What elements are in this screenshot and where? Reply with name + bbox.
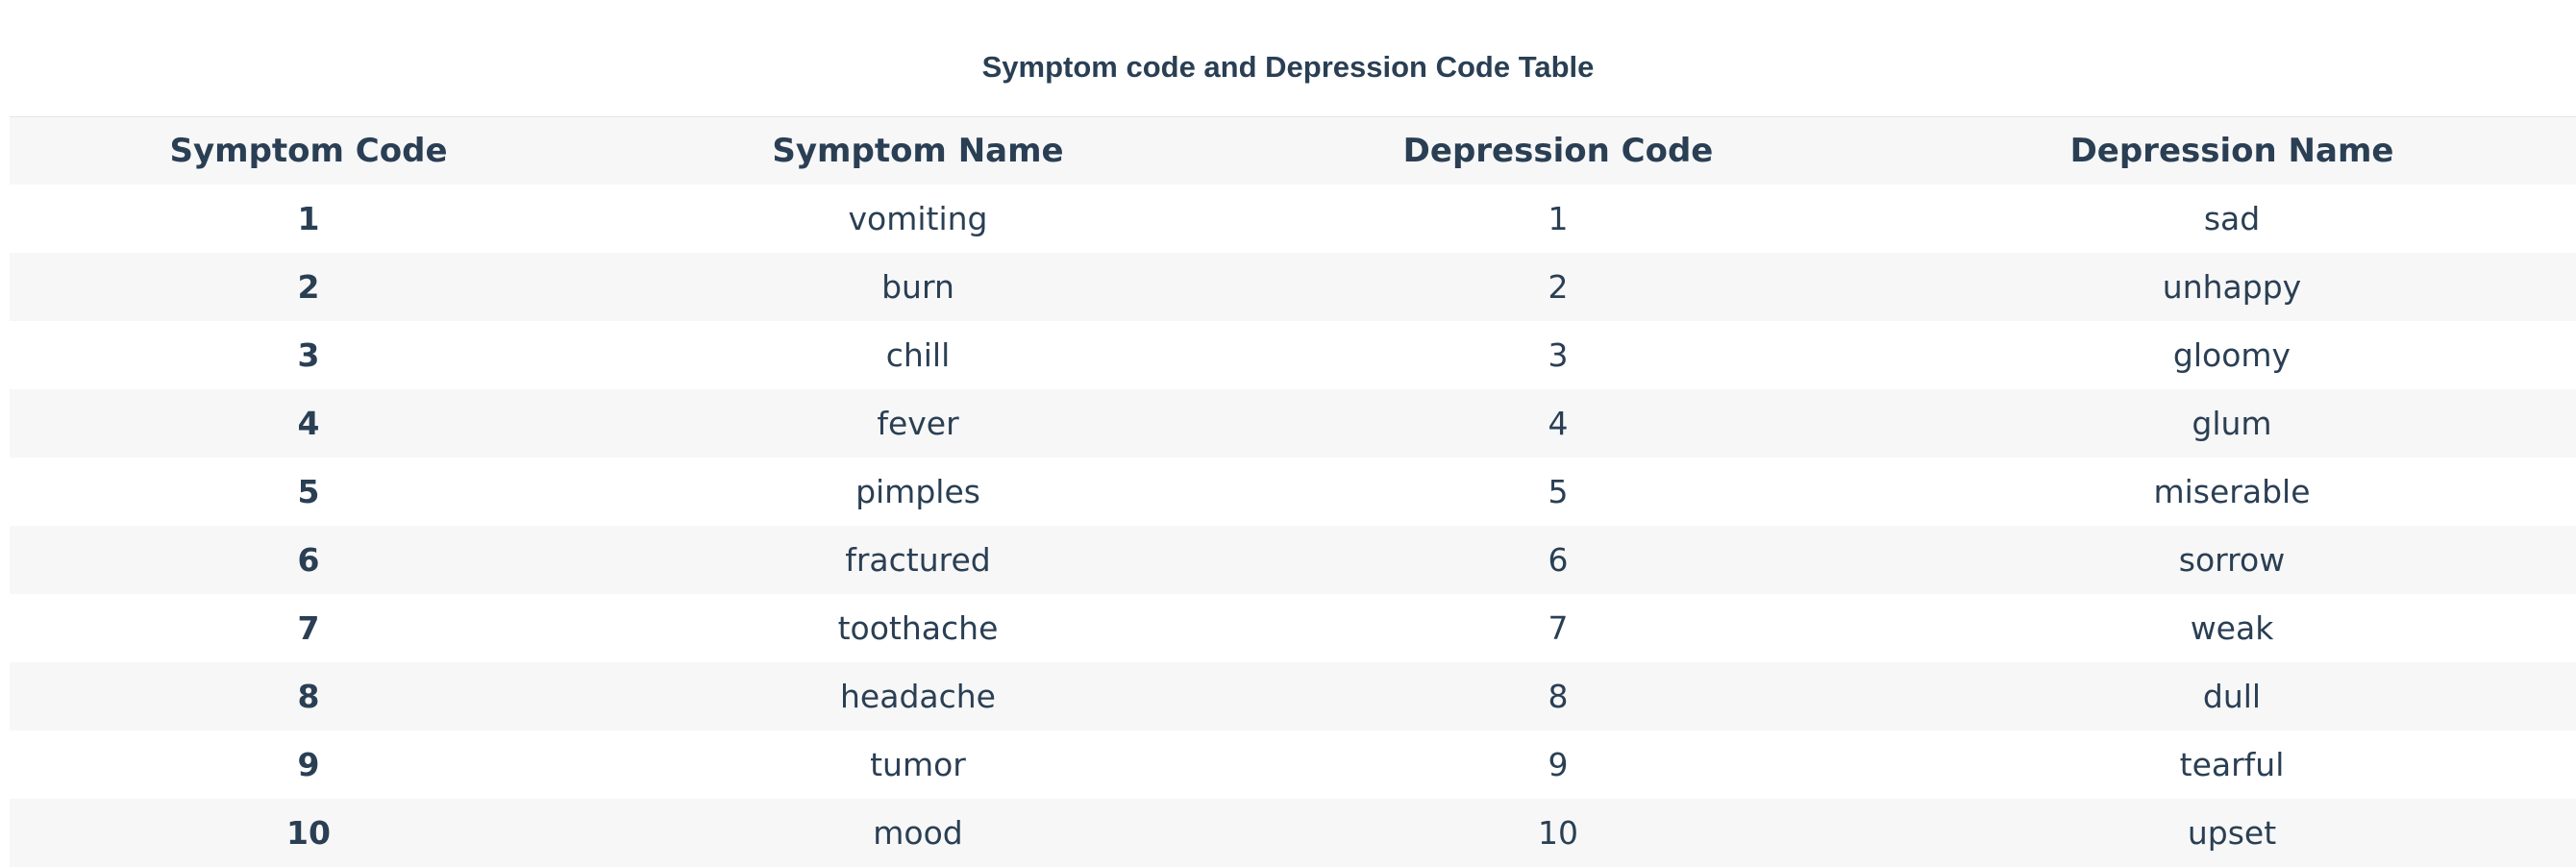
table-header-row: Symptom Code Symptom Name Depression Cod… [10,116,2576,185]
symptom-name-cell: chill [885,336,951,374]
symptom-name-cell: tumor [870,746,966,783]
table-row: 10 mood 10 upset [10,799,2576,867]
symptom-code-cell: 6 [297,541,320,579]
symptom-name-cell: vomiting [848,200,988,237]
symptom-depression-table: Symptom Code Symptom Name Depression Cod… [10,116,2576,867]
symptom-code-cell: 5 [297,473,320,510]
header-symptom-name: Symptom Name [772,132,1064,170]
depression-name-cell: sad [2203,200,2261,237]
header-depression-name: Depression Name [2069,132,2394,170]
depression-code-cell: 1 [1548,200,1569,237]
depression-code-cell: 5 [1548,473,1569,510]
table-row: 3 chill 3 gloomy [10,321,2576,389]
table-row: 4 fever 4 glum [10,389,2576,458]
depression-name-cell: unhappy [2162,268,2302,306]
depression-code-cell: 3 [1548,336,1569,374]
depression-name-cell: dull [2202,678,2262,715]
table-header: Symptom Code Symptom Name Depression Cod… [10,116,2576,185]
symptom-name-cell: mood [873,814,963,852]
table-row: 5 pimples 5 miserable [10,458,2576,526]
symptom-code-cell: 2 [297,268,320,306]
depression-name-cell: sorrow [2178,541,2286,579]
page-title: Symptom code and Depression Code Table [981,50,1595,84]
table-row: 6 fractured 6 sorrow [10,526,2576,594]
symptom-name-cell: pimples [855,473,980,510]
symptom-code-cell: 1 [297,200,320,237]
table-row: 2 burn 2 unhappy [10,253,2576,321]
depression-name-cell: weak [2190,609,2274,647]
depression-code-cell: 10 [1538,814,1578,852]
symptom-code-cell: 3 [297,336,320,374]
symptom-code-cell: 10 [286,814,331,852]
symptom-depression-table-container: Symptom Code Symptom Name Depression Cod… [10,116,2576,867]
symptom-name-cell: headache [840,678,996,715]
depression-name-cell: gloomy [2172,336,2291,374]
symptom-name-cell: burn [881,268,954,306]
table-row: 1 vomiting 1 sad [10,185,2576,253]
symptom-code-cell: 4 [297,405,320,442]
symptom-code-cell: 7 [297,609,320,647]
symptom-code-cell: 9 [297,746,320,783]
depression-code-cell: 2 [1548,268,1569,306]
header-depression-code: Depression Code [1402,132,1714,170]
depression-code-cell: 8 [1548,678,1569,715]
depression-code-cell: 9 [1548,746,1569,783]
depression-name-cell: upset [2187,814,2277,852]
symptom-name-cell: fractured [845,541,991,579]
depression-name-cell: glum [2192,405,2272,442]
depression-name-cell: tearful [2179,746,2285,783]
depression-code-cell: 6 [1548,541,1569,579]
depression-name-cell: miserable [2153,473,2311,510]
table-row: 7 toothache 7 weak [10,594,2576,662]
table-body: 1 vomiting 1 sad 2 burn 2 unhappy 3 chill 3 gloomy 4… [10,185,2576,867]
table-row: 9 tumor 9 tearful [10,731,2576,799]
symptom-name-cell: toothache [837,609,999,647]
symptom-name-cell: fever [877,405,959,442]
header-symptom-code: Symptom Code [169,132,448,170]
depression-code-cell: 4 [1548,405,1569,442]
symptom-code-cell: 8 [297,678,320,715]
table-row: 8 headache 8 dull [10,662,2576,731]
depression-code-cell: 7 [1548,609,1569,647]
